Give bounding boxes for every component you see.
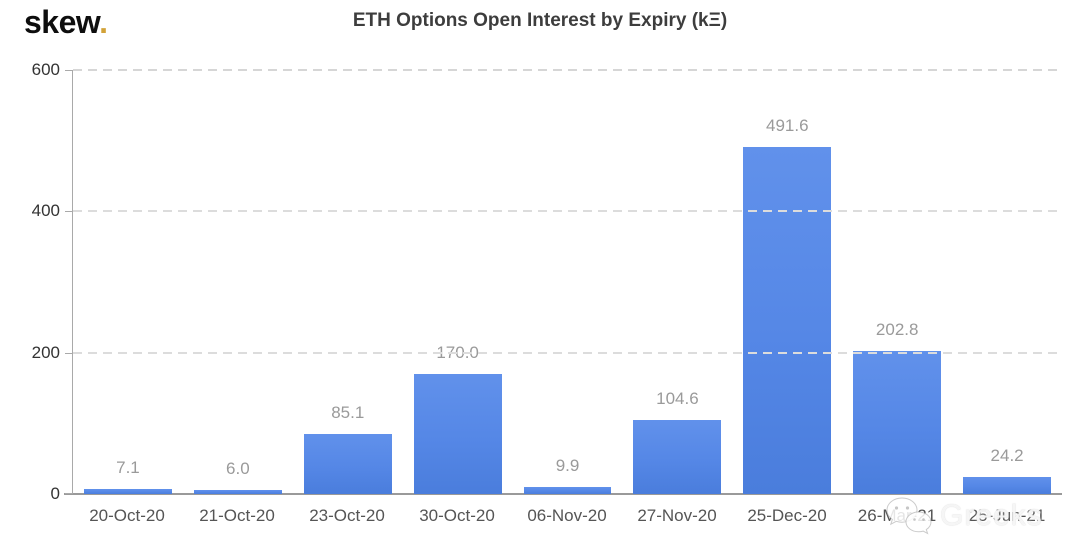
x-tick-label: 21-Oct-20 — [199, 506, 275, 525]
bar-value-label: 24.2 — [990, 445, 1024, 465]
bar-slot: 491.6 — [732, 70, 842, 494]
skew-logo-dot: . — [99, 4, 108, 40]
y-axis-labels: 0 200 400 600 — [0, 60, 60, 503]
skew-logo-text: skew — [24, 4, 100, 40]
x-tick-label: 25-Dec-20 — [747, 506, 827, 525]
bar-value-label: 85.1 — [331, 402, 365, 422]
y-tick-label: 0 — [50, 484, 60, 503]
bar-21-Oct-20[interactable] — [193, 489, 282, 494]
skew-logo: skew. — [24, 4, 108, 41]
y-axis-tick — [65, 493, 73, 494]
y-tick-label: 600 — [31, 60, 60, 79]
chart-title: ETH Options Open Interest by Expiry (kΞ) — [352, 10, 728, 31]
bar-23-Oct-20[interactable] — [303, 433, 392, 494]
bar-value-label: 202.8 — [875, 319, 919, 339]
bar-slot: 6.0 — [183, 70, 293, 494]
bar-06-Nov-20[interactable] — [523, 487, 612, 494]
bar-value-label: 9.9 — [555, 456, 580, 476]
y-axis-tick — [65, 352, 73, 354]
y-axis-tick — [65, 70, 73, 71]
bar-25-Dec-20[interactable] — [743, 146, 832, 494]
bar-30-Oct-20[interactable] — [413, 373, 502, 494]
bar-slot: 104.6 — [622, 70, 732, 494]
x-tick-label: 25-Jun-21 — [968, 506, 1046, 525]
x-tick-label: 23-Oct-20 — [309, 506, 385, 525]
bar-slot: 9.9 — [513, 70, 623, 494]
y-tick-label: 200 — [31, 342, 60, 362]
bar-slot: 170.0 — [403, 70, 513, 494]
bar-value-label: 491.6 — [766, 115, 809, 135]
bar-20-Oct-20[interactable] — [83, 488, 172, 494]
gridline — [73, 69, 1062, 71]
gridline — [73, 351, 1062, 354]
bar-slot: 85.1 — [293, 70, 403, 494]
x-tick-label: 06-Nov-20 — [527, 506, 607, 525]
bar-slot: 7.1 — [73, 70, 183, 494]
x-axis-line — [64, 493, 1062, 495]
bar-slot: 24.2 — [952, 70, 1062, 494]
x-axis-labels: 20-Oct-20 21-Oct-20 23-Oct-20 30-Oct-20 06-N… — [72, 506, 1062, 526]
bar-value-label: 6.0 — [226, 458, 250, 478]
x-tick-label: 20-Oct-20 — [89, 506, 165, 525]
plot-area: 7.1 6.0 85.1 170.0 9.9 104.6 491.6 202.8 24.2 — [64, 69, 1062, 495]
gridline — [73, 210, 1062, 213]
bar-27-Nov-20[interactable] — [633, 420, 722, 494]
bar-slot: 202.8 — [842, 70, 952, 494]
x-tick-label: 26-Mar-21 — [857, 506, 937, 525]
bar-value-label: 7.1 — [116, 457, 140, 477]
x-tick-label: 27-Nov-20 — [637, 506, 717, 525]
x-tick-label: 30-Oct-20 — [419, 506, 495, 525]
bar-26-Mar-21[interactable] — [853, 350, 942, 494]
bar-25-Jun-21[interactable] — [963, 476, 1052, 494]
y-tick-label: 400 — [31, 201, 60, 221]
bar-value-label: 104.6 — [656, 389, 699, 409]
y-axis-tick — [65, 211, 73, 213]
bar-series: 7.1 6.0 85.1 170.0 9.9 104.6 491.6 202.8 24.2 — [73, 70, 1062, 494]
